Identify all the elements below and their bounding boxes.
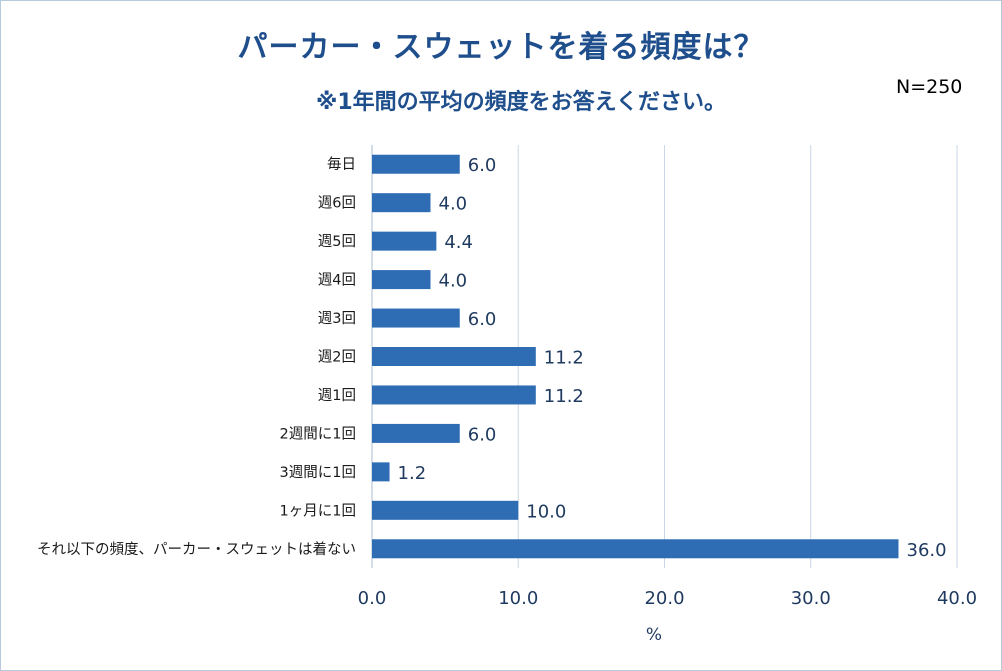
category-label: 週6回 [318,195,356,212]
category-label: 毎日 [327,156,356,173]
bar [372,500,519,520]
data-label: 4.0 [439,194,468,215]
x-tick-label: 20.0 [644,588,684,609]
category-label: 週1回 [318,387,356,404]
bar [372,193,431,213]
x-tick-label: 0.0 [358,588,387,609]
bar [372,308,460,328]
data-label: 10.0 [526,501,566,522]
sample-size-label: N=250 [896,76,963,98]
data-label: 36.0 [907,540,947,561]
data-label: 1.2 [398,463,427,484]
bars [372,154,899,559]
category-label: 週5回 [318,233,356,250]
x-tick-label: 10.0 [498,588,538,609]
category-label: それ以下の頻度、パーカー・スウェットは着ない [37,541,356,558]
bar [372,462,390,482]
data-label: 11.2 [544,386,584,407]
data-labels: 6.04.04.44.06.011.211.26.01.210.036.0 [398,155,947,561]
bar [372,423,460,443]
data-label: 4.4 [444,232,473,253]
bar [372,270,431,290]
chart-title: パーカー・スウェットを着る頻度は？ [237,30,765,65]
data-label: 6.0 [468,309,497,330]
category-label: 週4回 [318,272,356,289]
bar [372,347,536,366]
category-label: 週3回 [318,310,356,327]
category-label: 2週間に1回 [280,425,356,442]
bar [372,231,437,251]
category-label: 1ヶ月に1回 [280,502,356,519]
bar [372,539,899,559]
bar [372,385,536,405]
data-label: 6.0 [468,155,497,176]
data-label: 11.2 [544,348,584,369]
chart-subtitle: ※1年間の平均の頻度をお答えください。 [315,90,727,115]
x-axis-title: % [646,625,662,645]
data-label: 4.0 [439,271,468,292]
x-tick-labels: 0.0 10.0 20.0 30.0 40.0 [358,588,977,609]
category-label: 週2回 [318,349,356,366]
data-label: 6.0 [468,424,497,445]
x-tick-label: 30.0 [791,588,831,609]
category-label: 3週間に1回 [280,464,356,481]
bar [372,154,460,174]
x-tick-label: 40.0 [937,588,977,609]
